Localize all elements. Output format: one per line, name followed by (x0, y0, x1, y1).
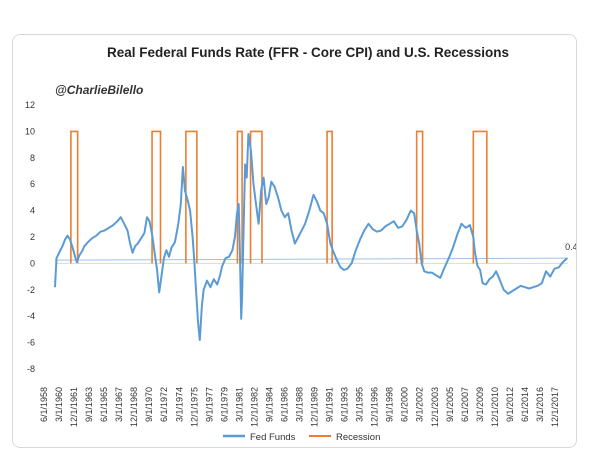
x-tick-label: 3/1/1967 (114, 387, 124, 422)
legend-recession-label: Recession (336, 432, 380, 443)
x-tick-label: 9/1/2005 (445, 387, 455, 422)
x-tick-label: 12/1/1968 (129, 387, 139, 427)
end-value-label: 0.4 (565, 242, 576, 252)
recession-period (472, 130, 488, 264)
x-tick-label: 6/1/1979 (219, 387, 229, 422)
x-tick-label: 3/1/1995 (355, 387, 365, 422)
x-tick-label: 6/1/1965 (99, 387, 109, 422)
y-tick-label: 8 (30, 153, 35, 163)
x-tick-label: 9/1/1977 (204, 387, 214, 422)
x-tick-label: 12/1/2003 (430, 387, 440, 427)
fed-funds-line (54, 133, 568, 341)
x-tick-label: 6/1/1972 (159, 387, 169, 422)
x-tick-label: 6/1/1958 (39, 387, 49, 422)
x-tick-label: 9/1/1984 (264, 387, 274, 422)
x-tick-label: 12/1/1989 (310, 387, 320, 427)
x-tick-label: 3/1/1981 (234, 387, 244, 422)
x-tick-label: 12/1/2017 (550, 387, 560, 427)
x-tick-label: 12/1/1982 (249, 387, 259, 427)
y-tick-label: 10 (25, 126, 35, 136)
y-tick-label: 2 (30, 232, 35, 242)
recession-period (249, 130, 263, 264)
x-tick-label: 9/1/1970 (144, 387, 154, 422)
x-tick-label: 6/1/1986 (279, 387, 289, 422)
x-tick-label: 9/1/1991 (325, 387, 335, 422)
x-tick-label: 3/1/1960 (54, 387, 64, 422)
x-tick-label: 6/1/2000 (400, 387, 410, 422)
x-tick-label: 12/1/1975 (189, 387, 199, 427)
chart-title: Real Federal Funds Rate (FFR - Core CPI)… (107, 45, 509, 60)
y-tick-label: 6 (30, 179, 35, 189)
y-tick-label: -2 (27, 285, 35, 295)
x-tick-label: 6/1/2007 (460, 387, 470, 422)
x-tick-label: 6/1/1993 (340, 387, 350, 422)
recession-period (236, 130, 243, 264)
y-axis: 12 10 8 6 4 2 0 -2 -4 -6 -8 (25, 100, 35, 374)
recession-period (326, 130, 333, 264)
x-tick-label: 3/1/2009 (475, 387, 485, 422)
recession-period (70, 130, 79, 264)
y-tick-label: -6 (27, 338, 35, 348)
x-tick-label: 12/1/2010 (490, 387, 500, 427)
x-tick-label: 9/1/2012 (505, 387, 515, 422)
x-axis: 6/1/1958 3/1/1960 12/1/1961 9/1/1963 6/1/196… (39, 387, 560, 427)
recession-period (151, 130, 162, 264)
recession-period (415, 130, 424, 264)
x-tick-label: 3/1/1988 (295, 387, 305, 422)
x-tick-label: 12/1/1996 (370, 387, 380, 427)
x-tick-label: 6/1/2014 (520, 387, 530, 422)
trend-line (54, 257, 569, 261)
x-tick-label: 3/1/1974 (174, 387, 184, 422)
y-tick-label: 0 (30, 258, 35, 268)
chart-card: Real Federal Funds Rate (FFR - Core CPI)… (12, 34, 577, 448)
y-tick-label: -4 (27, 311, 35, 321)
x-tick-label: 9/1/1963 (84, 387, 94, 422)
chart-svg: Real Federal Funds Rate (FFR - Core CPI)… (25, 45, 576, 443)
legend-fed-funds-label: Fed Funds (250, 432, 296, 443)
y-tick-label: 12 (25, 100, 35, 110)
y-tick-label: 4 (30, 206, 35, 216)
x-tick-label: 9/1/1998 (385, 387, 395, 422)
x-tick-label: 12/1/1961 (69, 387, 79, 427)
legend: Fed Funds Recession (223, 432, 380, 443)
y-tick-label: -8 (27, 364, 35, 374)
watermark: @CharlieBilello (55, 83, 143, 97)
x-tick-label: 3/1/2002 (415, 387, 425, 422)
x-tick-label: 3/1/2016 (535, 387, 545, 422)
